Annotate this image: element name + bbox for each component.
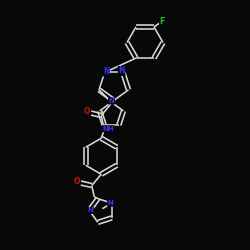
Text: N: N — [103, 67, 110, 76]
Text: N: N — [118, 66, 125, 76]
Text: N: N — [108, 98, 114, 104]
Text: O: O — [74, 178, 80, 186]
Text: N: N — [108, 200, 114, 206]
Text: NH: NH — [102, 126, 114, 132]
Text: N: N — [88, 208, 94, 214]
Text: F: F — [160, 18, 165, 26]
Text: O: O — [84, 108, 90, 116]
